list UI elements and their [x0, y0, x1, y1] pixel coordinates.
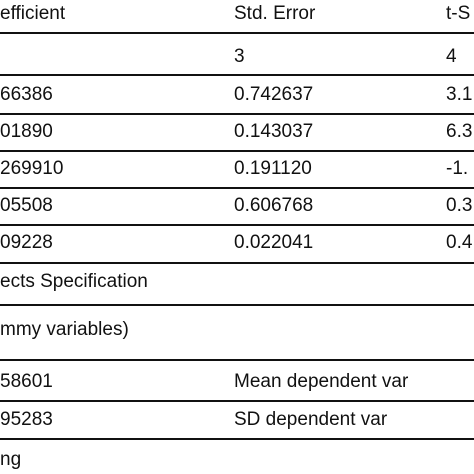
index-col-3: 3: [234, 46, 245, 67]
row-5-coefficient: 09228: [0, 232, 53, 253]
header-rule: [0, 32, 474, 34]
section-rule: [0, 359, 474, 362]
index-col-4: 4: [446, 46, 457, 67]
stat-2-value: 95283: [0, 409, 53, 430]
index-rule: [0, 74, 474, 77]
row-rule: [0, 400, 474, 402]
row-2-coefficient: 01890: [0, 121, 53, 142]
dummy-variables-note: mmy variables): [0, 319, 129, 340]
section-rule: [0, 304, 474, 306]
stat-1-value: 58601: [0, 371, 53, 392]
row-3-coefficient: 269910: [0, 158, 64, 179]
stat-1-label: Mean dependent var: [234, 371, 409, 392]
effects-specification-label: ects Specification: [0, 271, 148, 292]
row-rule: [0, 438, 474, 440]
header-t-stat: t-S: [446, 3, 471, 24]
row-2-std-error: 0.143037: [234, 121, 314, 142]
row-3-t-stat: -1.: [446, 158, 469, 179]
row-1-t-stat: 3.1: [446, 84, 473, 105]
row-4-coefficient: 05508: [0, 195, 53, 216]
row-5-std-error: 0.022041: [234, 232, 314, 253]
row-1-coefficient: 66386: [0, 84, 53, 105]
row-1-std-error: 0.742637: [234, 84, 314, 105]
row-4-std-error: 0.606768: [234, 195, 314, 216]
row-rule: [0, 187, 474, 189]
header-std-error: Std. Error: [234, 3, 316, 24]
header-coefficient: efficient: [0, 3, 66, 24]
row-3-std-error: 0.191120: [234, 158, 312, 179]
row-rule: [0, 224, 474, 226]
row-4-t-stat: 0.3: [446, 195, 473, 216]
footer-text: ng: [0, 449, 22, 470]
row-2-t-stat: 6.3: [446, 121, 473, 142]
row-rule: [0, 113, 474, 115]
row-rule: [0, 262, 474, 264]
row-5-t-stat: 0.4: [446, 232, 473, 253]
row-rule: [0, 150, 474, 152]
stat-2-label: SD dependent var: [234, 409, 388, 430]
